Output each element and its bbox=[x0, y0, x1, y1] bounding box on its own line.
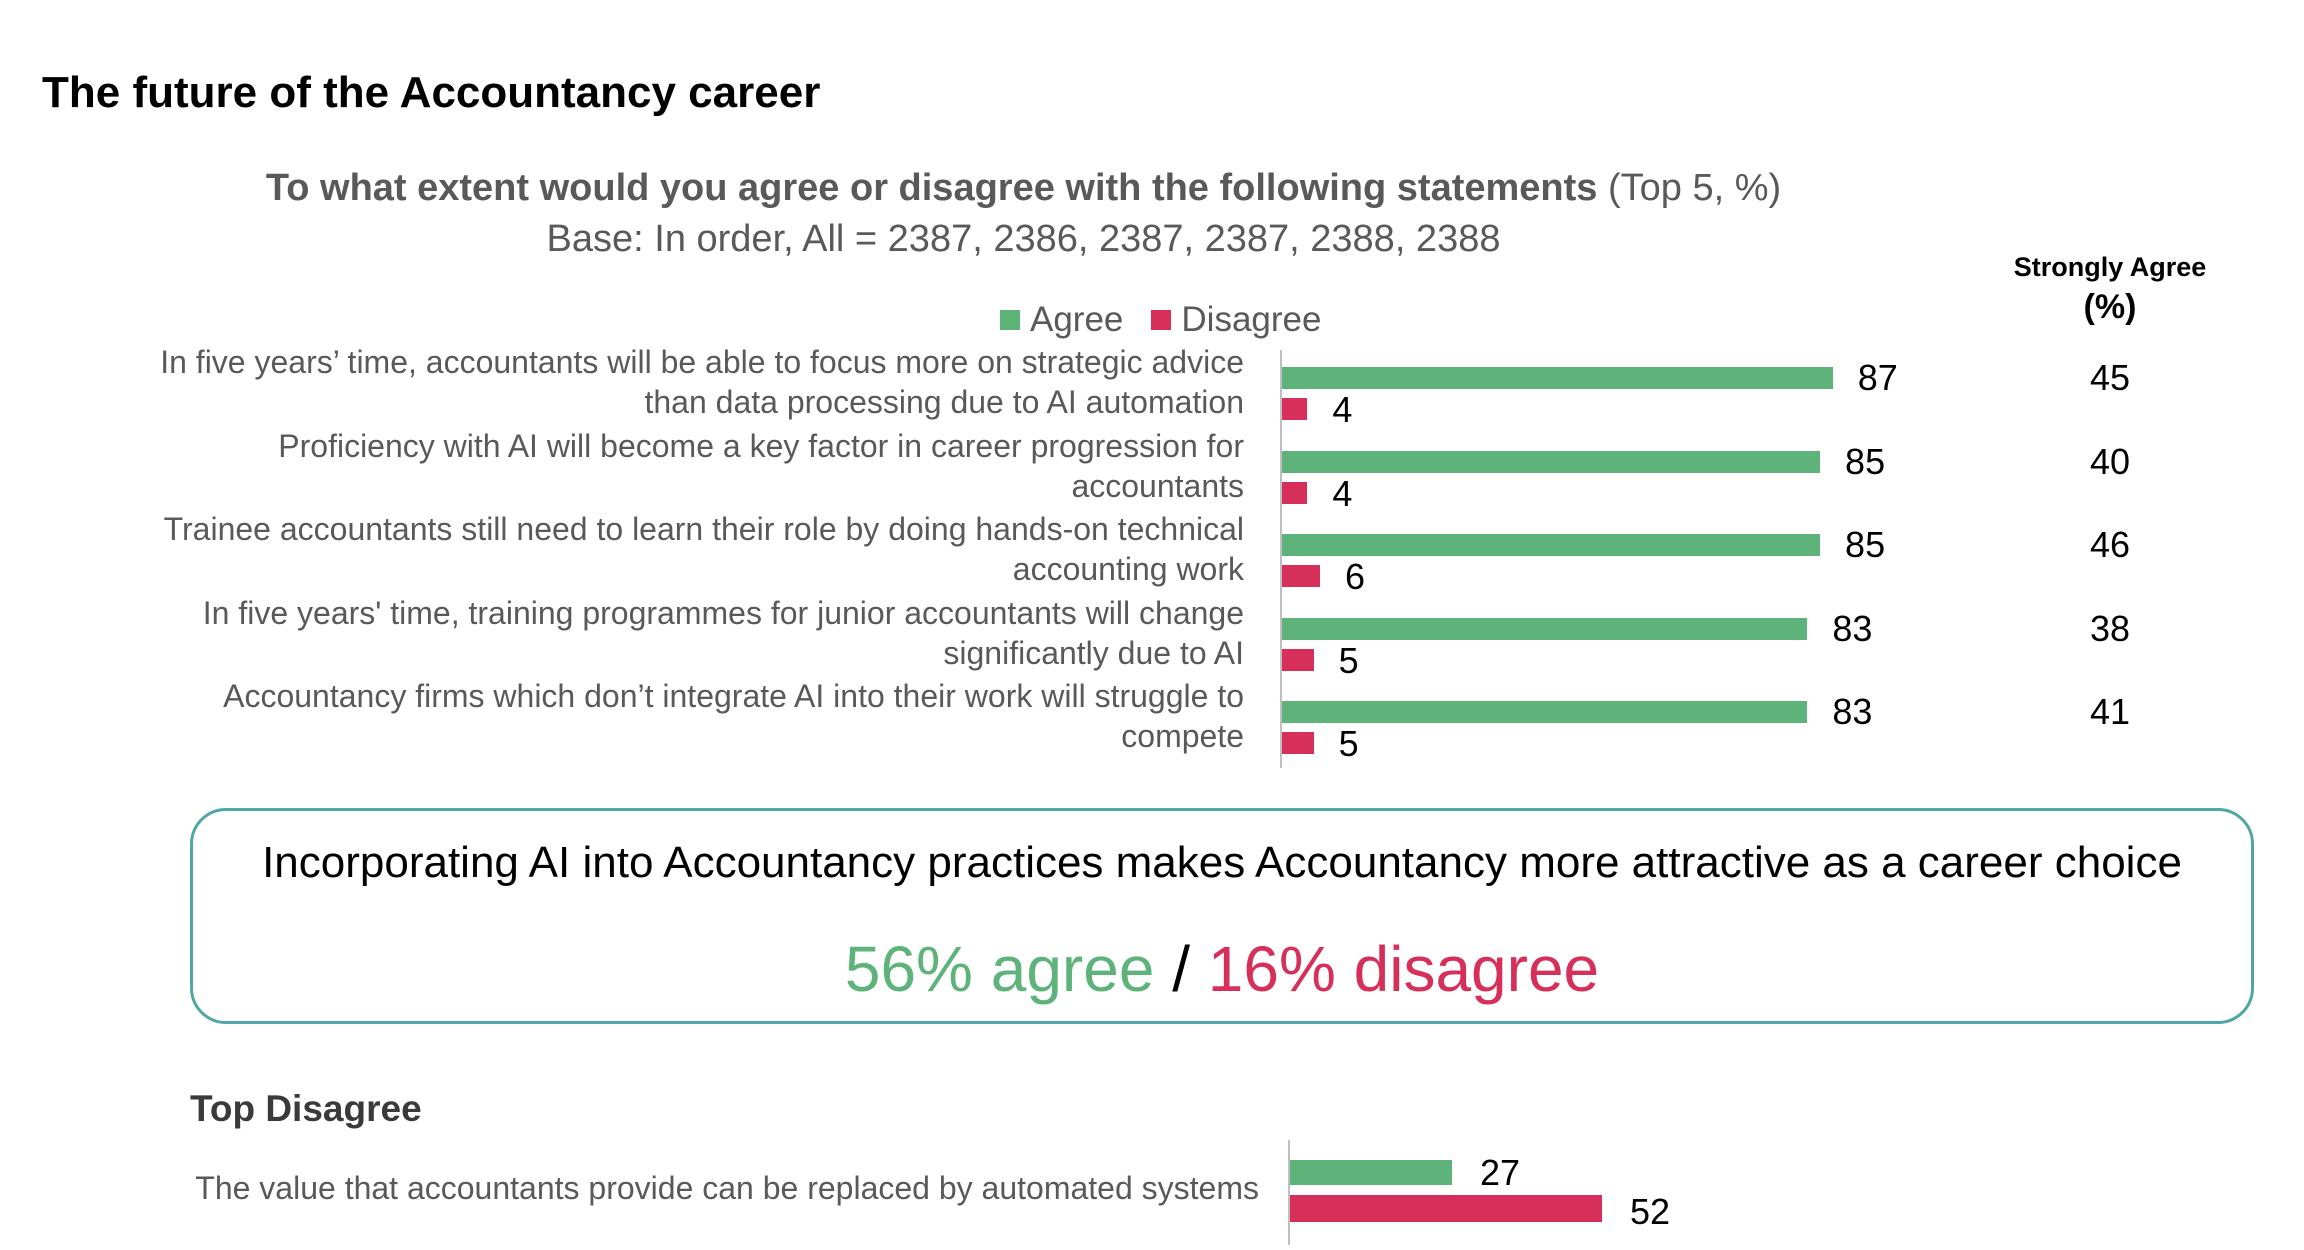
chart-legend: Agree Disagree bbox=[1000, 300, 1339, 340]
disagree-bar bbox=[1290, 1195, 1602, 1222]
base-line: Base: In order, All = 2387, 2386, 2387, … bbox=[546, 218, 1501, 260]
strongly-agree-title: Strongly Agree bbox=[2013, 252, 2207, 282]
strongly-agree-header: Strongly Agree (%) bbox=[1960, 247, 2260, 327]
agree-value: 83 bbox=[1832, 607, 1873, 649]
agree-value: 87 bbox=[1857, 357, 1898, 398]
strongly-agree-value: 46 bbox=[2089, 524, 2131, 565]
strongly-agree-value: 40 bbox=[2089, 440, 2131, 482]
question-line: To what extent would you agree or disagr… bbox=[0, 167, 2047, 210]
disagree-bar bbox=[1282, 648, 1314, 671]
strongly-agree-value: 38 bbox=[2089, 607, 2131, 649]
statement-label: Accountancy firms which don’t integrate … bbox=[223, 678, 1244, 754]
strongly-agree-unit: (%) bbox=[2083, 288, 2137, 326]
legend-disagree-swatch bbox=[1151, 310, 1172, 330]
legend-agree: Agree bbox=[1000, 300, 1123, 340]
disagree-bar bbox=[1282, 481, 1308, 504]
disagree-value: 4 bbox=[1332, 389, 1353, 430]
agree-bar bbox=[1282, 534, 1821, 556]
callout-box bbox=[190, 808, 2254, 1024]
statement-label: Proficiency with AI will become a key fa… bbox=[278, 427, 1244, 504]
strongly-agree-value: 45 bbox=[2089, 357, 2131, 398]
agree-bar bbox=[1282, 617, 1808, 640]
statement-label: In five years’ time, accountants will be… bbox=[160, 344, 1244, 420]
disagree-bar bbox=[1282, 732, 1314, 754]
legend-agree-swatch bbox=[1000, 310, 1020, 330]
statement-label: In five years' time, training programmes… bbox=[202, 594, 1244, 671]
callout-disagree-stat: 16% disagree bbox=[1207, 933, 1600, 1005]
agree-value: 85 bbox=[1845, 440, 1886, 482]
agree-value: 27 bbox=[1480, 1152, 1521, 1193]
callout-statement: Incorporating AI into Accountancy practi… bbox=[262, 838, 2182, 887]
question-suffix: (Top 5, %) bbox=[1607, 167, 1782, 209]
agree-value: 85 bbox=[1845, 524, 1886, 565]
agree-bar bbox=[1282, 701, 1808, 723]
legend-disagree-label: Disagree bbox=[1181, 300, 1322, 339]
callout-agree-stat: 56% agree bbox=[844, 933, 1155, 1005]
page-title: The future of the Accountancy career bbox=[42, 68, 821, 117]
disagree-value: 52 bbox=[1630, 1191, 1671, 1232]
agree-value: 83 bbox=[1832, 691, 1873, 732]
agree-bar bbox=[1282, 450, 1821, 473]
question-text: To what extent would you agree or disagr… bbox=[265, 167, 1598, 209]
legend-agree-label: Agree bbox=[1030, 300, 1124, 339]
agree-bar bbox=[1290, 1160, 1452, 1185]
callout-separator: / bbox=[1154, 933, 1208, 1005]
top-disagree-label: The value that accountants provide can b… bbox=[195, 1170, 1259, 1206]
disagree-value: 6 bbox=[1344, 556, 1365, 597]
statement-label: Trainee accountants still need to learn … bbox=[163, 511, 1244, 587]
disagree-bar bbox=[1282, 398, 1308, 420]
disagree-value: 5 bbox=[1338, 723, 1359, 764]
strongly-agree-value: 41 bbox=[2089, 691, 2131, 732]
agree-bar bbox=[1282, 367, 1833, 389]
disagree-bar bbox=[1282, 565, 1320, 587]
callout-stat: 56% agree / 16% disagree bbox=[190, 932, 2254, 1006]
top-disagree-title: Top Disagree bbox=[190, 1088, 422, 1129]
top-disagree-axis bbox=[1288, 1140, 1290, 1245]
disagree-value: 4 bbox=[1332, 472, 1353, 514]
disagree-value: 5 bbox=[1338, 639, 1359, 681]
main-chart-axis bbox=[1280, 350, 1282, 768]
legend-disagree: Disagree bbox=[1151, 300, 1321, 340]
